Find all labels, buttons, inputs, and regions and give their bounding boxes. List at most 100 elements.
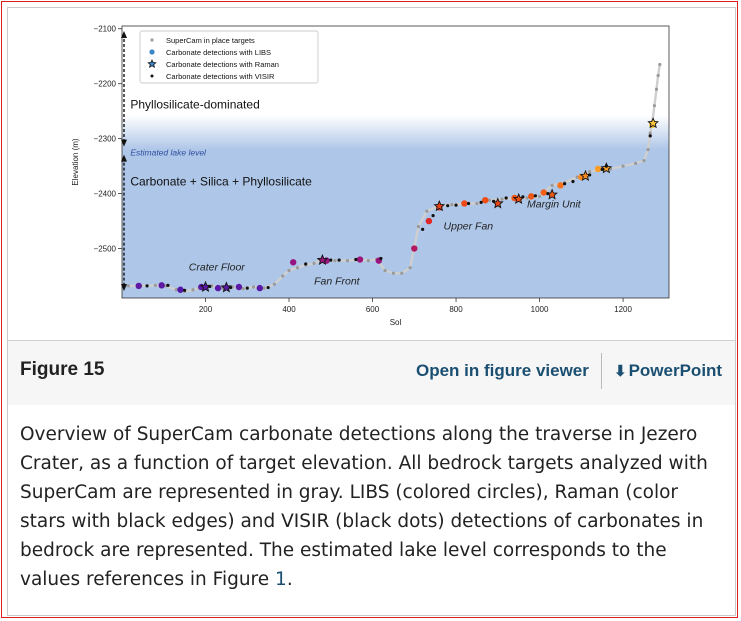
raman-star xyxy=(220,281,233,293)
gray-point xyxy=(550,183,554,187)
figure-toolbar: Figure 15 Open in figure viewer ⬇ PowerPo… xyxy=(8,341,735,405)
gray-point xyxy=(251,285,256,289)
gray-point xyxy=(633,161,638,165)
gray-point xyxy=(295,266,299,270)
visir-point xyxy=(245,286,249,290)
x-tick-label: 200 xyxy=(199,305,213,314)
carbonate-zone-arrow-down xyxy=(121,284,127,291)
annotation-crater-floor: Crater Floor xyxy=(189,262,246,274)
gray-point xyxy=(658,62,662,67)
annotation-upper-fan: Upper Fan xyxy=(444,220,494,232)
lake-level-label: Estimated lake level xyxy=(130,148,207,158)
gray-point xyxy=(475,201,479,206)
gray-point xyxy=(366,259,370,263)
visir-point xyxy=(208,284,212,289)
visir-point xyxy=(304,262,308,266)
x-tick-label: 1000 xyxy=(531,305,549,314)
visir-point xyxy=(145,284,149,288)
libs-point xyxy=(528,193,535,200)
caption-text: Overview of SuperCam carbonate detection… xyxy=(20,424,708,590)
x-tick-label: 1200 xyxy=(614,305,632,314)
visir-point xyxy=(379,256,383,261)
gray-point xyxy=(537,194,542,198)
y-tick-label: −2300 xyxy=(94,135,117,144)
libs-point xyxy=(557,182,564,189)
legend: SuperCam in place targets Carbonate detec… xyxy=(139,30,319,84)
legend-marker-raman xyxy=(147,59,157,69)
plot-frame xyxy=(121,25,670,299)
figure-label: Figure 15 xyxy=(20,359,105,380)
libs-point xyxy=(214,284,222,292)
visir-point xyxy=(266,285,270,290)
libs-point xyxy=(289,259,297,266)
libs-point xyxy=(594,165,602,173)
legend-marker-libs xyxy=(149,49,155,55)
figure-caption: Overview of SuperCam carbonate detection… xyxy=(20,420,710,594)
gray-point xyxy=(287,268,291,273)
phyllo-zone-arrow-down xyxy=(121,139,127,147)
gray-point xyxy=(281,274,285,278)
gray-point xyxy=(588,170,592,174)
visir-point xyxy=(571,179,575,184)
legend-entry: Carbonate detections with VISIR xyxy=(166,72,275,81)
visir-point xyxy=(604,164,608,168)
caption-end: . xyxy=(286,569,293,590)
divider xyxy=(8,340,735,341)
legend-entry: Carbonate detections with LIBS xyxy=(166,48,271,57)
visir-point xyxy=(466,201,471,206)
visir-point xyxy=(600,167,604,172)
gray-point xyxy=(391,271,396,275)
gray-point xyxy=(450,202,454,207)
libs-point xyxy=(235,283,243,291)
gray-point xyxy=(646,148,650,152)
visir-point xyxy=(454,203,458,207)
gray-point xyxy=(416,224,421,229)
visir-point xyxy=(648,134,652,138)
x-tick-label: 800 xyxy=(449,305,463,314)
figure-panel: 200 400 600 800 1000 1200 −2100 −2200 −2300 −2400… xyxy=(7,7,736,616)
raman-star xyxy=(316,253,329,266)
annotation-margin-unit: Margin Unit xyxy=(527,198,582,210)
annotation-carbonate: Carbonate + Silica + Phyllosilicate xyxy=(130,174,312,188)
open-figure-viewer-link[interactable]: Open in figure viewer xyxy=(416,361,589,380)
annotation-fan-front: Fan Front xyxy=(314,275,361,287)
libs-point xyxy=(158,282,165,289)
visir-point xyxy=(588,173,592,177)
gray-point xyxy=(500,197,504,201)
visir-point xyxy=(329,258,333,262)
gray-point xyxy=(642,159,646,163)
visir-point xyxy=(492,199,496,203)
gray-point xyxy=(126,284,130,288)
legend-entry: SuperCam in place targets xyxy=(166,36,255,45)
visir-point xyxy=(183,288,187,292)
gray-point xyxy=(241,287,245,291)
gray-point xyxy=(262,286,266,290)
gray-point xyxy=(153,283,158,287)
legend-marker-gray xyxy=(150,38,154,42)
gray-point xyxy=(345,259,350,263)
gray-point xyxy=(648,131,652,135)
gray-point xyxy=(408,266,412,270)
gray-point xyxy=(656,73,660,78)
gray-point xyxy=(400,271,404,275)
visir-point xyxy=(228,285,233,290)
carbonate-zone-arrow-up xyxy=(121,154,127,162)
legend-box xyxy=(139,30,319,84)
raman-star xyxy=(647,117,659,129)
y-tick-label: −2400 xyxy=(94,190,117,199)
x-tick-label: 600 xyxy=(366,305,380,314)
gray-point xyxy=(272,282,277,286)
visir-point xyxy=(421,227,425,231)
annotation-phyllosilicate: Phyllosilicate-dominated xyxy=(130,97,259,111)
libs-point xyxy=(411,245,418,252)
libs-point xyxy=(177,286,184,293)
visir-point xyxy=(166,283,170,287)
figure-image[interactable]: 200 400 600 800 1000 1200 −2100 −2200 −2300 −2400… xyxy=(8,8,735,338)
gray-point xyxy=(525,196,529,200)
powerpoint-link[interactable]: ⬇ PowerPoint xyxy=(614,361,722,381)
y-tick-label: −2500 xyxy=(94,245,117,254)
figure-1-link[interactable]: 1 xyxy=(275,569,287,590)
libs-point xyxy=(482,196,489,204)
gray-point xyxy=(174,288,178,292)
